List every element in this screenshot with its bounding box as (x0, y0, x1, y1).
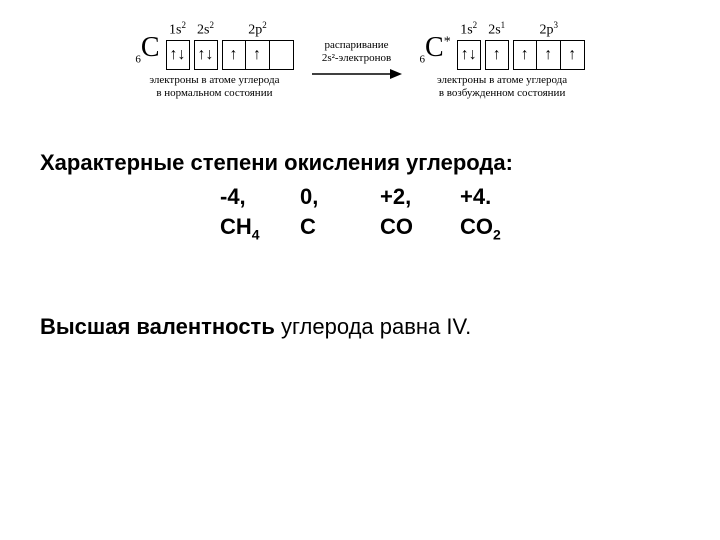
oxidation-states-row: -4, 0, +2, +4. (220, 182, 680, 212)
arrow-label: распаривание 2s²-электронов (322, 39, 391, 64)
excited-orbital-1s: 1s2 ↑↓ (457, 20, 481, 70)
ground-caption: электроны в атоме углерода в нормальном … (149, 74, 279, 100)
oxidation-formulas-row: CH4 C CO CO2 (220, 212, 680, 244)
valence-rest: углерода равна IV. (275, 314, 471, 339)
valence-bold: Высшая валентность (40, 314, 275, 339)
ground-2p-label: 2p2 (248, 20, 267, 39)
excited-2s-label: 2s1 (488, 20, 505, 39)
orbital-cell: ↑ (485, 40, 509, 70)
excited-caption: электроны в атоме углерода в возбужденно… (437, 74, 567, 100)
excited-state-row: 6C* 1s2 ↑↓ 2s1 ↑ 2p3 ↑ ↑ ↑ (420, 20, 585, 70)
orbital-cell: ↑ (513, 40, 537, 70)
ground-state-group: 6C 1s2 ↑↓ 2s2 ↑↓ 2p2 ↑ ↑ (135, 20, 293, 100)
ox-formula: CO (380, 212, 460, 244)
orbital-cell (270, 40, 294, 70)
excited-2p-label: 2p3 (539, 20, 558, 39)
orbital-diagram: 6C 1s2 ↑↓ 2s2 ↑↓ 2p2 ↑ ↑ (0, 0, 720, 110)
orbital-cell: ↑ (561, 40, 585, 70)
excited-orbital-2s: 2s1 ↑ (485, 20, 509, 70)
excited-1s-label: 1s2 (460, 20, 477, 39)
orbital-cell: ↑ (246, 40, 270, 70)
excited-atom-symbol: 6C* (420, 34, 451, 66)
text-block: Характерные степени окисления углерода: … (0, 110, 720, 340)
ground-2s-label: 2s2 (197, 20, 214, 39)
ground-orbital-2s: 2s2 ↑↓ (194, 20, 218, 70)
ground-atom-symbol: 6C (135, 34, 159, 66)
excited-orbital-2p: 2p3 ↑ ↑ ↑ (513, 20, 585, 70)
orbital-cell: ↑ (537, 40, 561, 70)
ox-formula: CO2 (460, 212, 540, 244)
ground-orbital-1s: 1s2 ↑↓ (166, 20, 190, 70)
excited-element: C (425, 32, 444, 63)
ground-element: C (141, 32, 160, 63)
orbital-cell: ↑ (222, 40, 246, 70)
transition-arrow: распаривание 2s²-электронов (312, 39, 402, 80)
ground-state-row: 6C 1s2 ↑↓ 2s2 ↑↓ 2p2 ↑ ↑ (135, 20, 293, 70)
oxidation-heading: Характерные степени окисления углерода: (40, 150, 680, 176)
ox-state: +4. (460, 182, 540, 212)
ox-state: -4, (220, 182, 300, 212)
ox-formula: C (300, 212, 380, 244)
right-arrow-icon (312, 67, 402, 81)
orbital-cell: ↑↓ (457, 40, 481, 70)
oxidation-table: -4, 0, +2, +4. CH4 C CO CO2 (220, 182, 680, 244)
valence-statement: Высшая валентность углерода равна IV. (40, 314, 680, 340)
ox-state: 0, (300, 182, 380, 212)
orbital-cell: ↑↓ (166, 40, 190, 70)
ground-orbital-2p: 2p2 ↑ ↑ (222, 20, 294, 70)
ox-state: +2, (380, 182, 460, 212)
ground-1s-label: 1s2 (169, 20, 186, 39)
excited-state-group: 6C* 1s2 ↑↓ 2s1 ↑ 2p3 ↑ ↑ ↑ (420, 20, 585, 100)
orbital-cell: ↑↓ (194, 40, 218, 70)
ox-formula: CH4 (220, 212, 300, 244)
excited-star: * (444, 35, 451, 50)
